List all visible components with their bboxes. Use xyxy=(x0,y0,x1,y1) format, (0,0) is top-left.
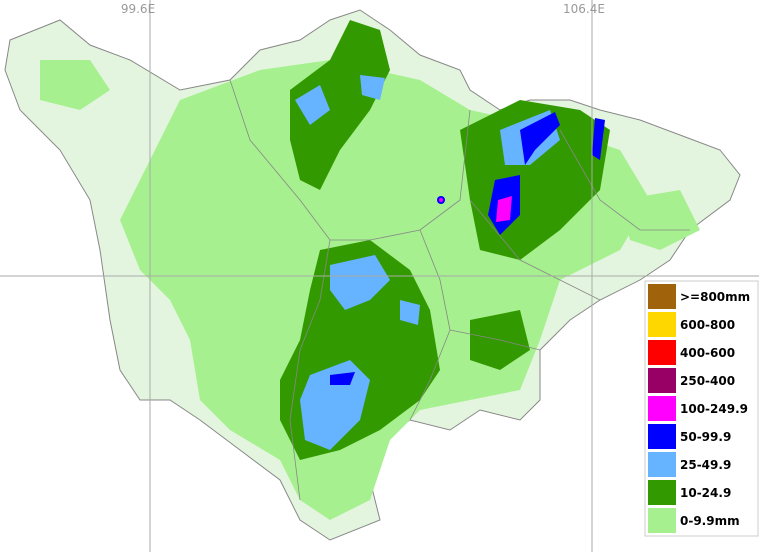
legend-label: 600-800 xyxy=(680,318,735,332)
legend-swatch xyxy=(648,508,676,533)
legend-label: 50-99.9 xyxy=(680,430,731,444)
legend-swatch xyxy=(648,284,676,309)
legend-label: 400-600 xyxy=(680,346,735,360)
torrential-rain-areas xyxy=(439,196,512,222)
legend-swatch xyxy=(648,340,676,365)
legend-items: >=800mm 600-800 400-600 250-400 100-249.9 50-… xyxy=(648,284,750,533)
legend-label: 10-24.9 xyxy=(680,486,731,500)
legend-swatch xyxy=(648,480,676,505)
heavy-rain-areas xyxy=(295,75,560,450)
legend-label: 250-400 xyxy=(680,374,735,388)
legend-swatch xyxy=(648,368,676,393)
legend-label: >=800mm xyxy=(680,290,750,304)
legend-swatch xyxy=(648,424,676,449)
legend-swatch xyxy=(648,452,676,477)
legend-swatch xyxy=(648,396,676,421)
legend-swatch xyxy=(648,312,676,337)
longitude-label: 106.4E xyxy=(563,2,605,16)
legend-label: 100-249.9 xyxy=(680,402,748,416)
legend-label: 0-9.9mm xyxy=(680,514,740,528)
county-boundaries xyxy=(229,79,690,501)
longitude-label: 99.6E xyxy=(121,2,155,16)
legend-label: 25-49.9 xyxy=(680,458,731,472)
